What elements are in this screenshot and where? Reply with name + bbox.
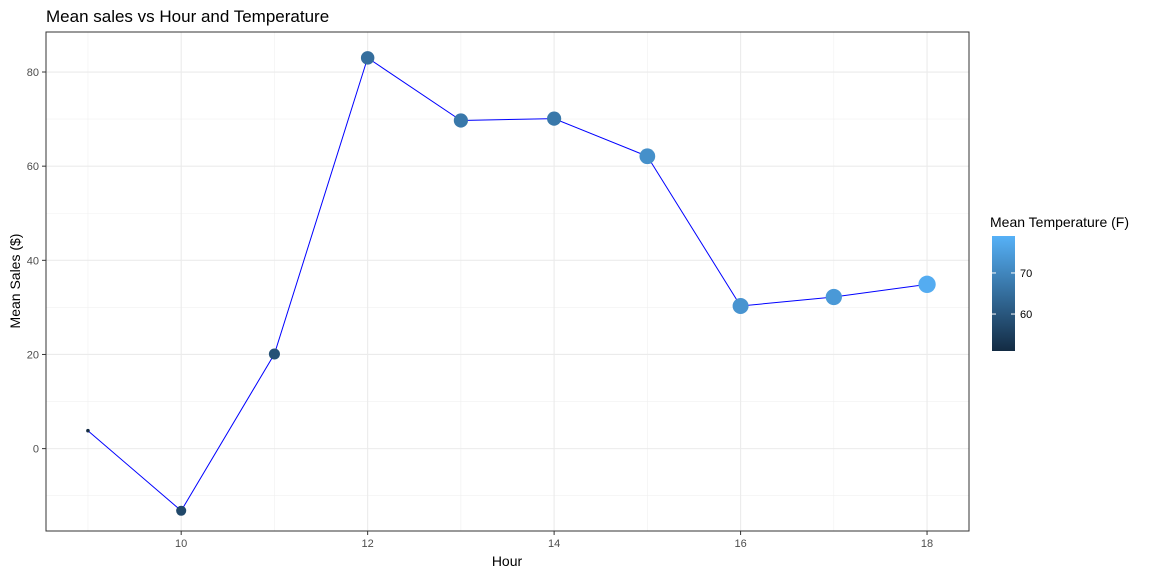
legend-colorbar (992, 236, 1015, 351)
x-tick-label: 12 (362, 538, 374, 550)
x-tick-label: 14 (548, 538, 560, 550)
gridlines (46, 32, 969, 531)
x-tick-label: 18 (921, 538, 933, 550)
x-tick-label: 16 (734, 538, 746, 550)
data-point (918, 275, 936, 293)
data-point (639, 148, 656, 165)
legend: Mean Temperature (F) 60 70 (990, 214, 1129, 351)
legend-ticks: 60 70 (992, 268, 1032, 321)
y-axis-title: Mean Sales ($) (7, 234, 23, 329)
y-tick-label: 40 (27, 255, 39, 267)
chart-title: Mean sales vs Hour and Temperature (46, 7, 329, 26)
series-line (87, 57, 928, 512)
y-tick-label: 60 (27, 161, 39, 173)
data-point (268, 348, 280, 360)
data-point (547, 111, 562, 126)
data-point (825, 288, 842, 306)
data-point (732, 297, 749, 314)
legend-title: Mean Temperature (F) (990, 214, 1129, 230)
y-tick-label: 80 (27, 67, 39, 79)
panel-border (45, 31, 970, 532)
x-axis-title: Hour (492, 553, 523, 569)
ticks: 10 12 14 16 18 0 20 40 60 80 (27, 67, 933, 550)
legend-tick-label: 60 (1020, 309, 1032, 321)
y-tick-label: 20 (27, 349, 39, 361)
y-tick-label: 0 (33, 444, 39, 456)
panel-background (46, 32, 969, 531)
data-point (176, 505, 187, 516)
data-point (86, 428, 90, 433)
legend-tick-label: 70 (1020, 268, 1032, 280)
x-tick-label: 10 (175, 538, 187, 550)
data-point (360, 51, 375, 65)
data-point (453, 113, 468, 128)
series (86, 51, 936, 516)
